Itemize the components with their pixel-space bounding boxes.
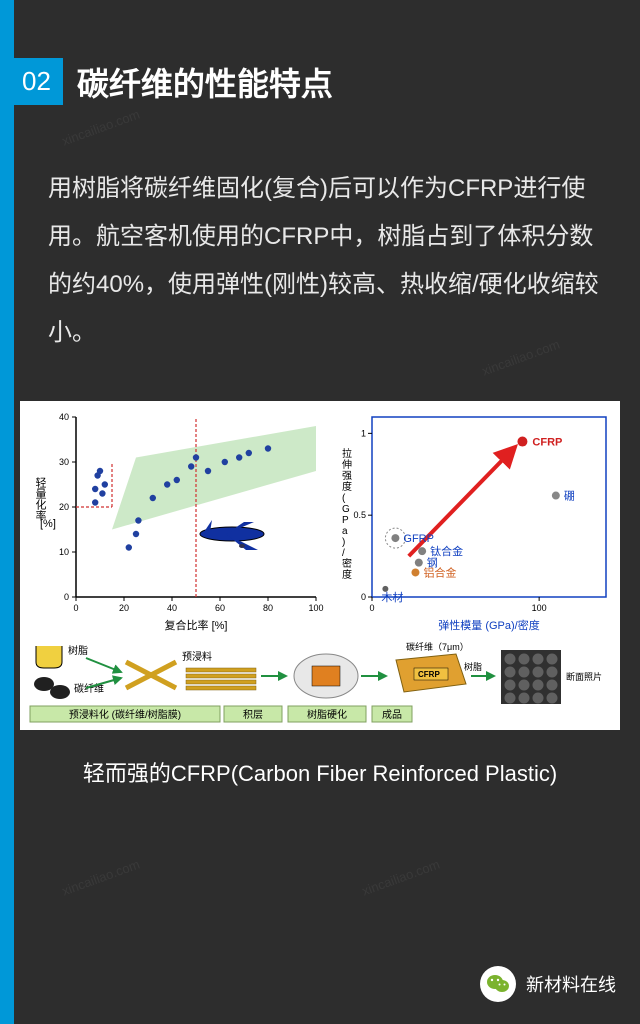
svg-text:成品: 成品 [382, 709, 402, 721]
watermark: xincailiao.com [60, 856, 142, 898]
svg-text:钛合金: 钛合金 [430, 544, 463, 558]
body-paragraph: 用树脂将碳纤维固化(复合)后可以作为CFRP进行使用。航空客机使用的CFRP中，… [0, 105, 640, 387]
svg-text:0: 0 [369, 603, 374, 613]
footer-brand: 新材料在线 [526, 971, 616, 997]
left-scatter-chart: 0 20 40 60 80 100 0 10 20 30 40 复合比率 [%] 轻量化率[%] [26, 407, 326, 637]
svg-text:木材: 木材 [381, 590, 403, 604]
svg-text:30: 30 [59, 457, 69, 467]
svg-text:80: 80 [263, 603, 273, 613]
wechat-icon [480, 966, 516, 1002]
svg-text:20: 20 [59, 502, 69, 512]
process-flow: 树脂碳纤维预浸料CFRP碳纤维（7μm）树脂断面照片预浸料化 (碳纤维/树脂膜)… [26, 640, 614, 724]
svg-text:树脂: 树脂 [464, 661, 482, 672]
svg-text:CFRP: CFRP [418, 670, 440, 679]
svg-text:100: 100 [308, 603, 323, 613]
svg-text:0: 0 [361, 592, 366, 602]
figure: 020406080100010203040复合比率 [%]轻量化率[%] 010… [20, 401, 620, 730]
section-header: 02 碳纤维的性能特点 [0, 0, 640, 105]
svg-text:预浸料化 (碳纤维/树脂膜): 预浸料化 (碳纤维/树脂膜) [69, 708, 181, 721]
svg-text:碳纤维（7μm）: 碳纤维（7μm） [406, 641, 469, 652]
svg-text:40: 40 [59, 412, 69, 422]
section-title: 碳纤维的性能特点 [77, 59, 333, 105]
svg-text:轻量化率: 轻量化率 [34, 476, 47, 522]
svg-text:树脂硬化: 树脂硬化 [307, 708, 347, 721]
svg-text:CFRP: CFRP [532, 437, 562, 449]
svg-text:GFRP: GFRP [403, 533, 434, 545]
accent-bar [0, 0, 14, 1024]
footer: 新材料在线 [480, 966, 616, 1002]
svg-text:树脂: 树脂 [68, 644, 88, 657]
svg-text:10: 10 [59, 547, 69, 557]
svg-text:0: 0 [64, 592, 69, 602]
svg-text:[%]: [%] [40, 518, 56, 530]
svg-text:20: 20 [119, 603, 129, 613]
svg-text:铝合金: 铝合金 [423, 565, 456, 579]
svg-text:0.5: 0.5 [353, 510, 366, 520]
svg-text:100: 100 [532, 603, 547, 613]
svg-text:1: 1 [361, 428, 366, 438]
svg-text:断面照片: 断面照片 [566, 671, 602, 682]
svg-text:预浸料: 预浸料 [182, 650, 212, 663]
svg-text:拉伸强度(GPa)/密度: 拉伸强度(GPa)/密度 [342, 447, 352, 581]
svg-text:硼: 硼 [564, 490, 575, 503]
svg-text:60: 60 [215, 603, 225, 613]
svg-text:复合比率 [%]: 复合比率 [%] [165, 618, 228, 632]
svg-text:弹性模量 (GPa)/密度: 弹性模量 (GPa)/密度 [438, 618, 539, 632]
watermark: xincailiao.com [360, 856, 442, 898]
svg-text:0: 0 [73, 603, 78, 613]
right-scatter-chart: 010000.51CFRP硼GFRP钛合金钢铝合金木材弹性模量 (GPa)/密度… [330, 407, 614, 637]
svg-text:积层: 积层 [243, 709, 263, 721]
figure-caption: 轻而强的CFRP(Carbon Fiber Reinforced Plastic… [0, 756, 640, 788]
svg-text:40: 40 [167, 603, 177, 613]
